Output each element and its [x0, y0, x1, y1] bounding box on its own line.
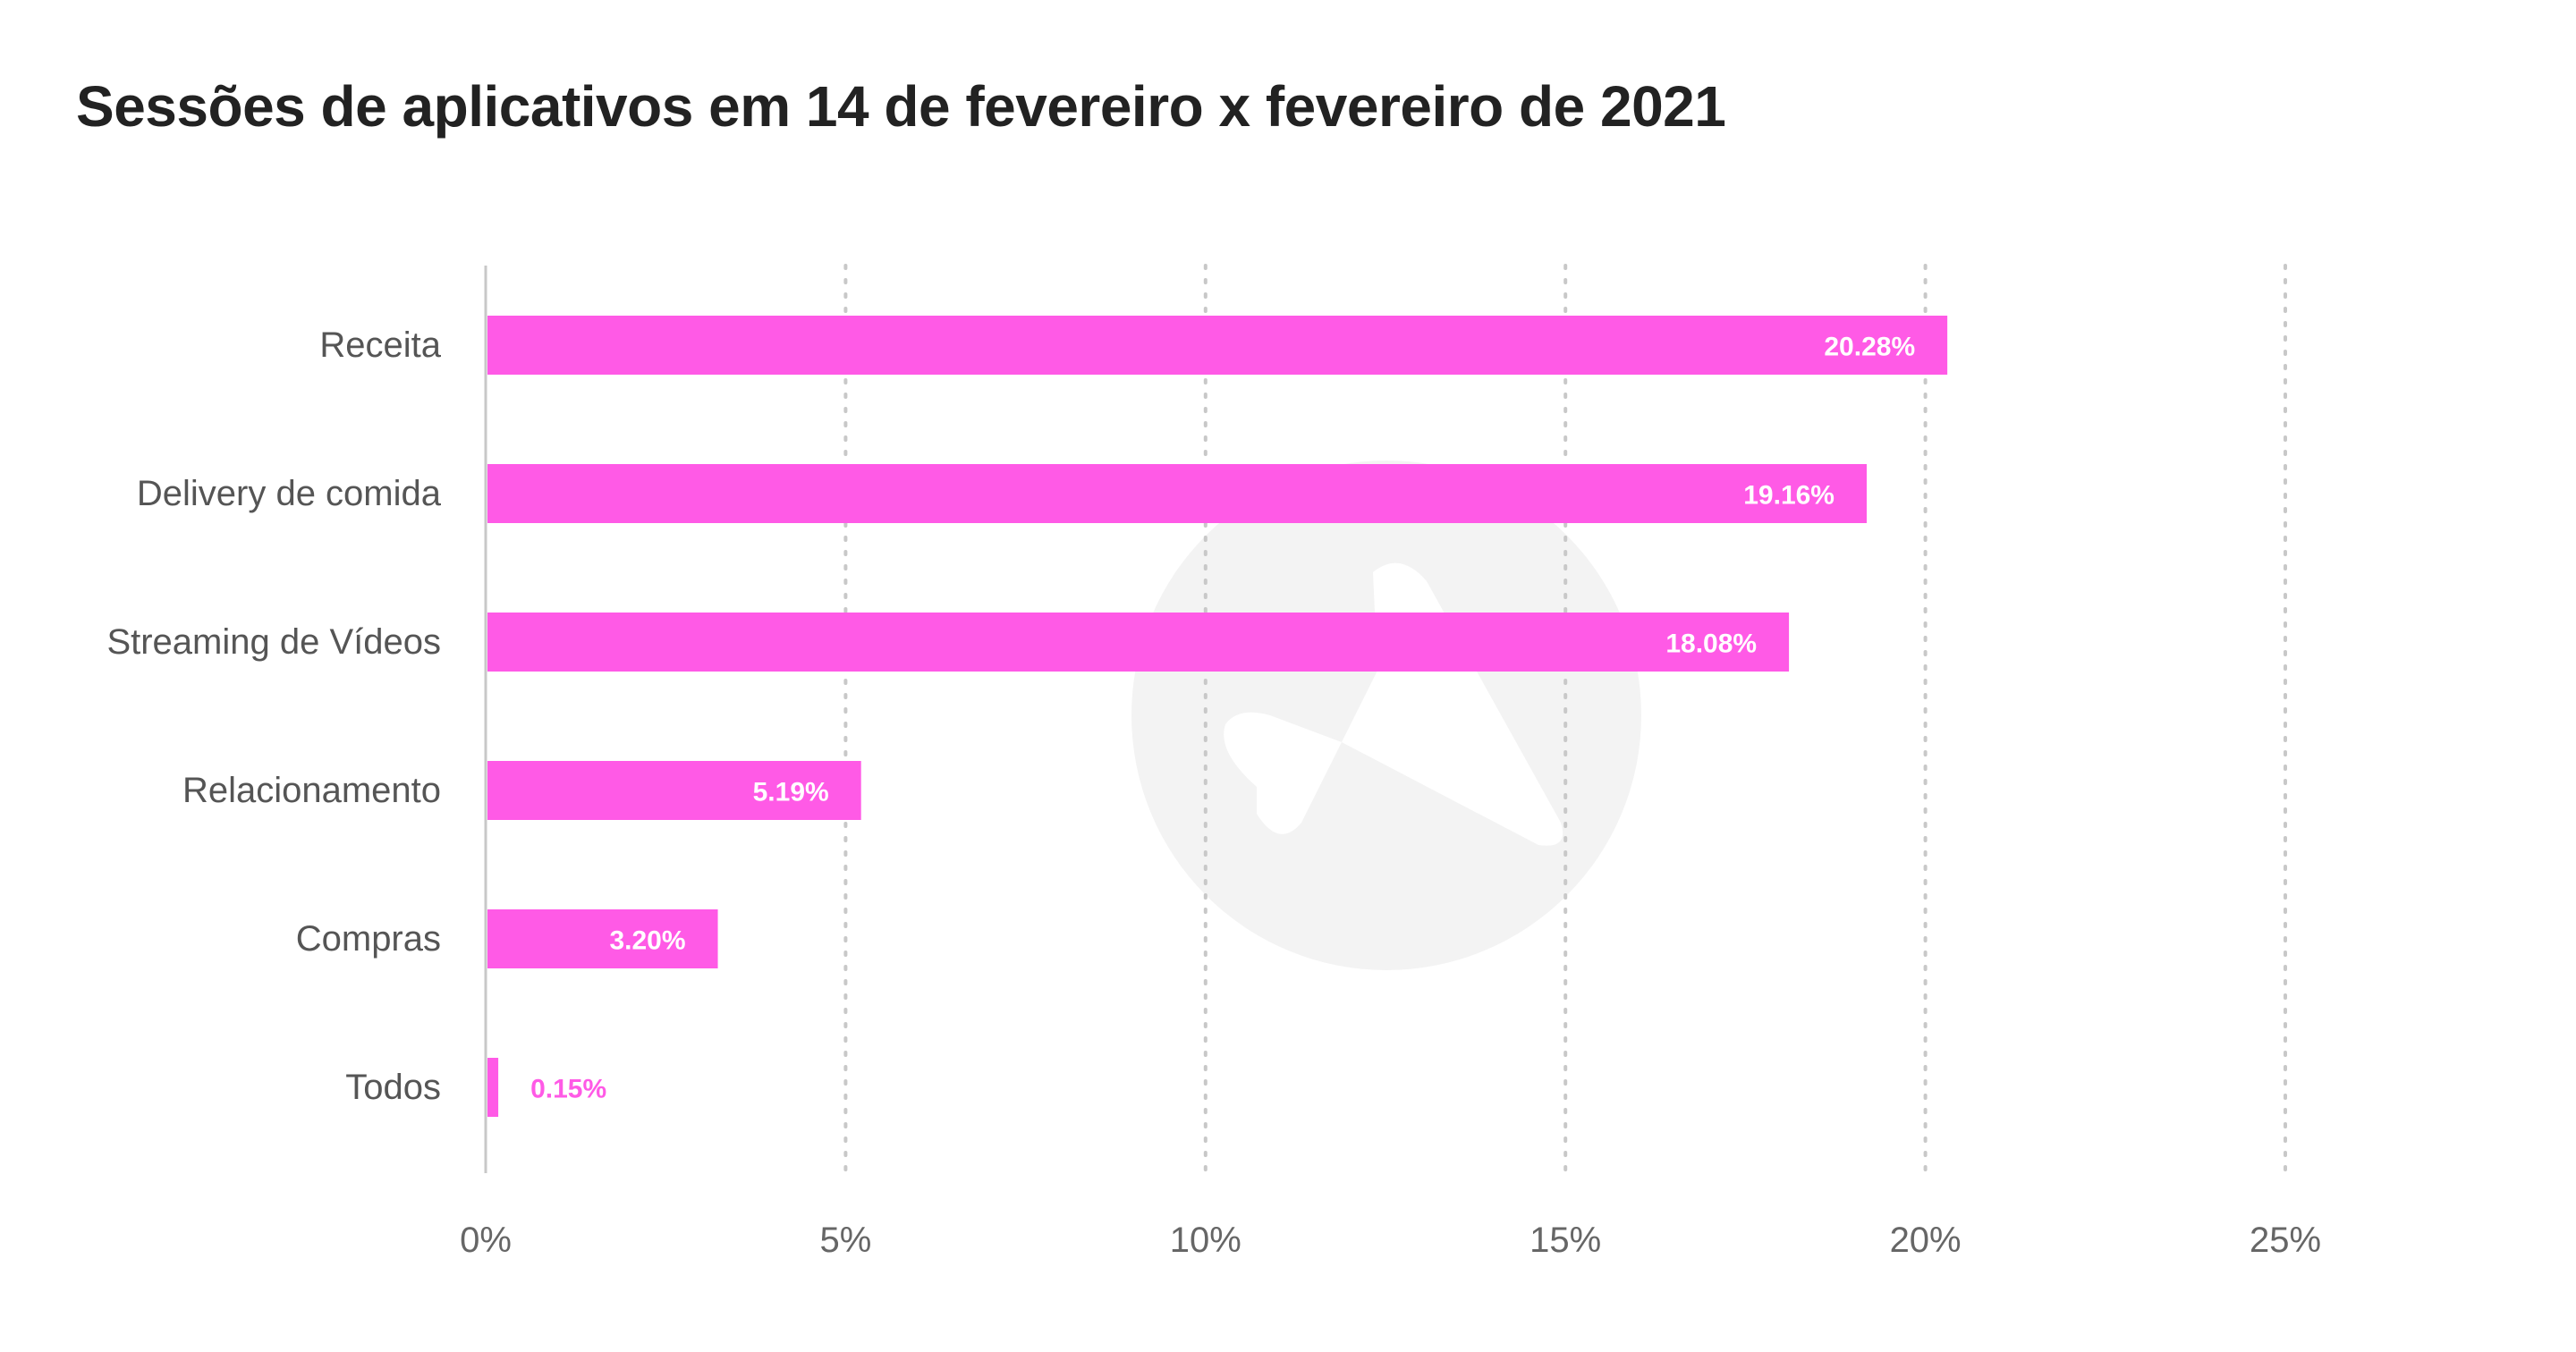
bar [487, 1058, 499, 1117]
bar [487, 316, 1948, 375]
watermark-logo [1131, 461, 1641, 970]
bar [487, 909, 718, 968]
data-label: 20.28% [1824, 333, 1915, 362]
data-label: 19.16% [1743, 481, 1835, 511]
bar [487, 613, 1790, 672]
labels: 0% 5% 10% 15% 20% 25% Receita 20.28% Delivery de… [106, 325, 2321, 1260]
category-label: Relacionamento [182, 771, 441, 810]
data-label: 5.19% [753, 778, 829, 807]
x-tick-label: 0% [460, 1221, 512, 1260]
category-label: Streaming de Vídeos [106, 622, 441, 662]
x-tick-label: 25% [2250, 1221, 2321, 1260]
bars [487, 316, 1948, 1117]
x-tick-label: 5% [819, 1221, 871, 1260]
category-label: Delivery de comida [137, 474, 442, 513]
category-label: Compras [296, 919, 441, 959]
data-label: 18.08% [1665, 630, 1757, 659]
x-tick-label: 10% [1170, 1221, 1241, 1260]
data-label: 3.20% [609, 926, 685, 956]
x-tick-label: 20% [1890, 1221, 1962, 1260]
bar [487, 761, 861, 820]
data-label: 0.15% [530, 1075, 606, 1104]
chart-title: Sessões de aplicativos em 14 de fevereir… [76, 74, 1726, 139]
x-tick-label: 15% [1530, 1221, 1601, 1260]
category-label: Todos [345, 1068, 441, 1107]
grid-lines [484, 264, 2287, 1175]
category-label: Receita [319, 325, 441, 365]
bar [487, 464, 1867, 523]
